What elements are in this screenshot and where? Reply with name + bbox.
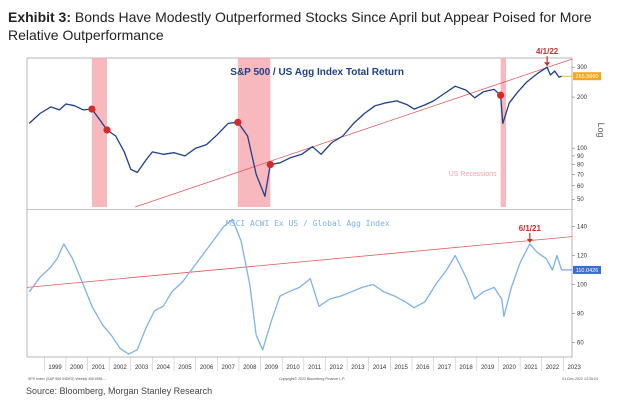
exhibit-number: Exhibit 3: <box>8 9 72 25</box>
x-tick-label: 2019 <box>481 365 495 371</box>
recession-band <box>91 58 108 207</box>
x-tick-label: 2010 <box>286 365 300 371</box>
y-tick-label: 140 <box>577 225 588 231</box>
x-tick-label: 1999 <box>48 365 62 371</box>
last-value-label: 265.5660 <box>576 74 599 80</box>
footer-right: 01-Dec-2022 14:35:24 <box>562 377 598 381</box>
annotation-date: 4/1/22 <box>536 47 559 56</box>
source-note: Source: Bloomberg, Morgan Stanley Resear… <box>26 386 213 396</box>
recession-band <box>237 58 271 207</box>
x-tick-label: 2017 <box>438 365 452 371</box>
x-tick-label: 2004 <box>157 365 171 371</box>
trendline <box>135 58 573 208</box>
panel-title: S&P 500 / US Agg Index Total Return <box>230 67 404 78</box>
x-tick-label: 2006 <box>200 365 214 371</box>
y-tick-label: 120 <box>577 254 588 260</box>
x-tick-label: 2015 <box>394 365 408 371</box>
plot-border <box>26 57 573 358</box>
x-tick-label: 2002 <box>113 365 127 371</box>
y-tick-label: 300 <box>577 65 588 71</box>
x-tick-label: 2007 <box>221 365 235 371</box>
y-tick-label: 70 <box>577 172 584 178</box>
x-tick-label: 2008 <box>243 365 257 371</box>
x-tick-label: 2022 <box>546 365 560 371</box>
y-tick-label: 200 <box>577 95 588 101</box>
recession-marker <box>88 105 96 113</box>
last-value-label: 110.0426 <box>576 268 599 274</box>
footer-mid: Copyright© 2022 Bloomberg Finance L.P. <box>279 377 345 381</box>
x-tick-label: 2003 <box>135 365 149 371</box>
y-tick-label: 80 <box>577 163 584 169</box>
last-value-tag <box>573 265 601 274</box>
y-tick-label: 100 <box>577 146 588 152</box>
y-tick-label: 60 <box>577 184 584 190</box>
x-tick-label: 2005 <box>178 365 192 371</box>
x-tick-label: 2013 <box>351 365 365 371</box>
annotation-arrowhead <box>526 238 533 243</box>
y-tick-label: 100 <box>577 283 588 289</box>
y-tick-label: 80 <box>577 312 584 318</box>
chart-title: Exhibit 3: Bonds Have Modestly Outperfor… <box>8 8 628 44</box>
x-tick-label: 2020 <box>503 365 517 371</box>
recession-marker <box>266 161 274 169</box>
y-tick-label: 90 <box>577 154 584 160</box>
chart-frame <box>26 57 573 358</box>
x-tick-label: 2014 <box>373 365 387 371</box>
y-tick-label: 50 <box>577 197 584 203</box>
x-tick-label: 2021 <box>524 365 538 371</box>
recession-marker <box>103 126 111 134</box>
x-tick-label: 2011 <box>308 365 322 371</box>
panel-sp500-vs-agg: 50 60 70 80 90 100 200 300 265.5660 4/1/22 S&P 500… <box>28 47 606 208</box>
annotation-date: 6/1/21 <box>519 224 542 233</box>
x-tick-label: 2009 <box>265 365 279 371</box>
panel-title: MSCI ACWI Ex US / Global Agg Index <box>226 219 390 228</box>
recession-band <box>500 58 507 207</box>
footer-left: SPX Index (S&P 500 INDEX) Weekly 4/6/199… <box>28 377 106 381</box>
x-tick-label: 2000 <box>70 365 84 371</box>
x-tick-label: 2018 <box>459 365 473 371</box>
exhibit-title-text: Bonds Have Modestly Outperformed Stocks … <box>8 9 592 43</box>
recession-marker <box>497 91 505 99</box>
x-tick-label: 2001 <box>92 365 106 371</box>
panel-msci-vs-global-agg: 60 80 100 120 140 110.0426 6/1/21 MSCI ACWI Ex … <box>26 218 601 355</box>
annotation-arrowhead <box>544 62 551 67</box>
series-line <box>28 218 563 355</box>
recession-marker <box>234 118 242 126</box>
last-value-tag <box>573 72 601 81</box>
x-axis: 1999 2000 2001 2002 2003 2004 2005 2006 2007 2008… <box>44 357 581 371</box>
x-tick-label: 2012 <box>330 365 344 371</box>
recessions-label: US Recessions <box>449 171 497 178</box>
trendline <box>26 236 573 288</box>
y-axis-label: Log <box>596 122 606 137</box>
x-tick-label: 2016 <box>416 365 430 371</box>
x-tick-label: 2023 <box>567 365 581 371</box>
y-tick-label: 60 <box>577 341 584 347</box>
